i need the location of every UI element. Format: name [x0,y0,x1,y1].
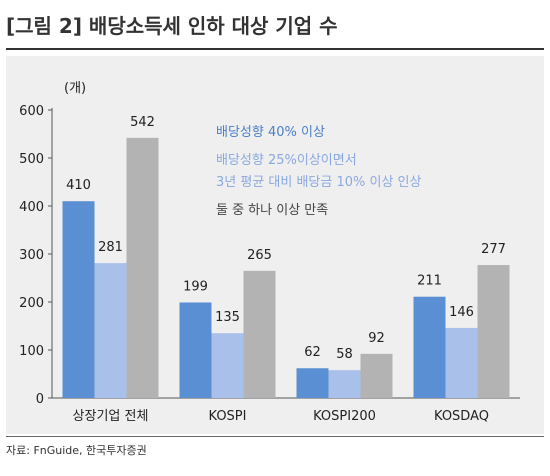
data-label: 265 [247,248,272,263]
data-label: 62 [304,345,321,360]
data-label: 199 [183,279,208,294]
axis-layer: 0 100 200 300 400 500 600 [19,104,520,407]
y-tick-label: 0 [36,392,44,407]
legend-entry: 배당성향 25%이상이면서 3년 평균 대비 배당금 10% 이상 인상 [216,153,422,190]
x-category-label: KOSDAQ [434,409,489,424]
data-label: 211 [417,274,442,289]
legend-entry: 둘 중 하나 이상 만족 [216,203,328,218]
bar [243,270,276,398]
legend-entry-line: 3년 평균 대비 배당금 10% 이상 인상 [216,175,422,190]
data-label: 410 [66,178,91,193]
y-tick-label: 100 [19,344,44,359]
bar [296,368,329,398]
legend-entry: 배당성향 40% 이상 [216,125,325,140]
y-tick-label: 600 [19,104,44,119]
y-tick-label: 300 [19,248,44,263]
legend-entry-line: 둘 중 하나 이상 만족 [216,203,328,218]
bar [328,370,361,398]
bar [126,137,159,398]
bar-layer [62,137,510,398]
data-label: 58 [336,347,353,362]
bar [94,263,127,398]
bar [211,333,244,398]
legend-entry-line: 배당성향 25%이상이면서 [216,153,357,168]
bar [62,201,95,398]
bar [179,302,212,398]
legend-entry-line: 배당성향 40% 이상 [216,125,325,140]
y-tick-label: 500 [19,152,44,167]
data-label: 92 [368,331,385,346]
title-underline [6,48,544,50]
source-divider [6,436,544,437]
y-axis-unit-label: (개) [64,81,86,96]
y-tick-label: 400 [19,200,44,215]
data-label: 277 [481,242,506,257]
data-label: 135 [215,310,240,325]
bar [445,327,478,398]
x-category-label: 상장기업 전체 [73,409,149,424]
x-category-label: KOSPI [209,409,247,424]
figure-title: [그림 2] 배당소득세 인하 대상 기업 수 [6,14,338,38]
data-label: 146 [449,305,474,320]
x-category-label: KOSPI200 [313,409,376,424]
label-layer: 410 281 542 상장기업 전체 199 135 265 KOSPI 62 58 92 KOSP… [66,115,506,424]
bar [360,353,393,398]
data-label: 542 [130,115,155,130]
bar [413,296,446,398]
y-tick-label: 200 [19,296,44,311]
source-note: 자료: FnGuide, 한국투자증권 [6,444,147,457]
data-label: 281 [98,240,123,255]
bar [477,265,510,398]
